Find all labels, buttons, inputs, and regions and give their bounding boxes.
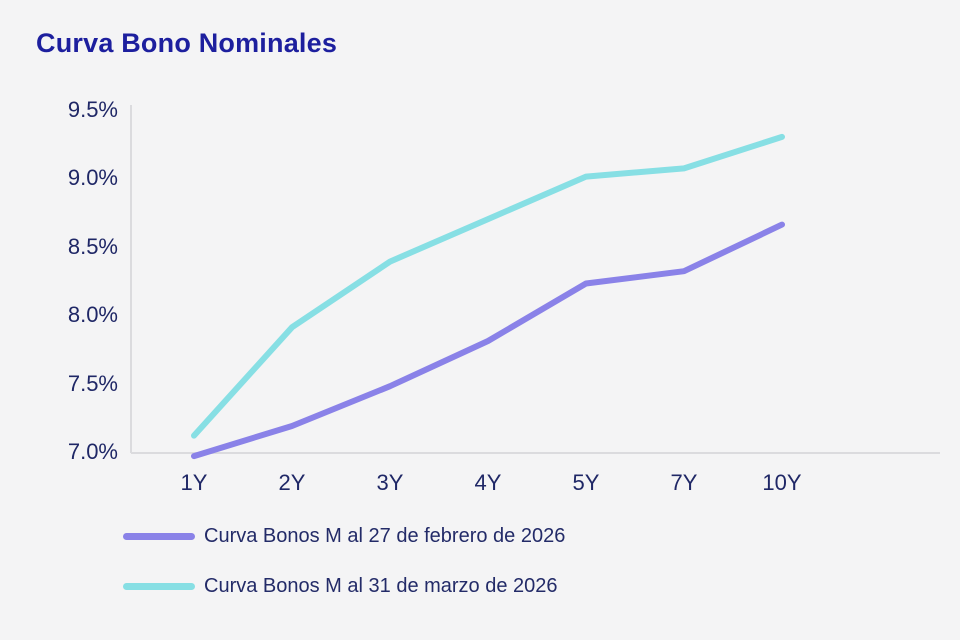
y-tick-label: 7.5% [67,370,118,396]
y-tick-label: 9.5% [67,96,118,122]
series-line-1 [191,133,785,439]
x-tick-label: 2Y [278,470,306,495]
y-tick-label: 8.5% [67,233,118,259]
x-tick-label: 10Y [762,470,802,495]
legend-item-febrero: Curva Bonos M al 27 de febrero de 2026 [123,522,565,550]
x-tick-label: 3Y [376,470,404,495]
legend-label-febrero: Curva Bonos M al 27 de febrero de 2026 [204,524,566,547]
legend-label-marzo: Curva Bonos M al 31 de marzo de 2026 [204,574,558,597]
legend-item-marzo: Curva Bonos M al 31 de marzo de 2026 [123,572,558,600]
y-tick-label: 9.0% [67,165,118,190]
chart-title: Curva Bono Nominales [36,28,338,58]
series-line-0 [191,221,785,460]
x-tick-label: 5Y [572,470,600,495]
legend-swatch-febrero [123,532,195,540]
x-tick-label: 4Y [474,470,502,495]
x-tick-label: 1Y [180,470,208,495]
x-tick-label: 7Y [670,470,698,495]
y-tick-label: 8.0% [67,302,118,327]
legend-swatch-marzo [123,582,195,590]
y-tick-label: 7.0% [67,439,118,464]
